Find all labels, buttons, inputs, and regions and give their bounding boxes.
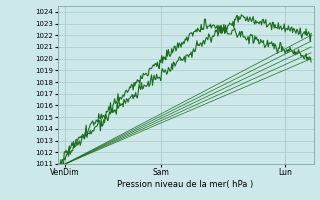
X-axis label: Pression niveau de la mer( hPa ): Pression niveau de la mer( hPa ) [117, 180, 254, 189]
